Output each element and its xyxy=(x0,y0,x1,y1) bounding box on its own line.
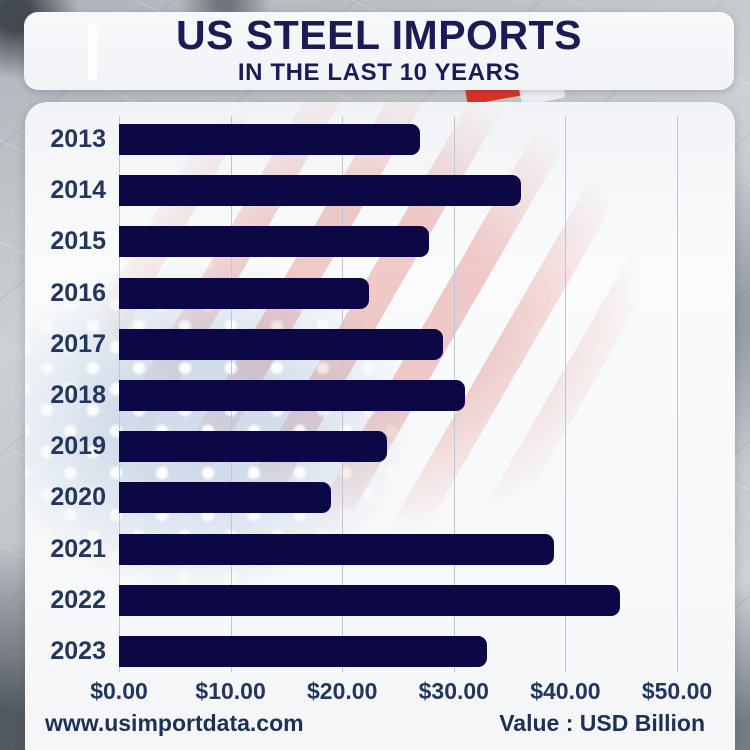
bar-area-2013 xyxy=(119,124,677,156)
bar-area-2016 xyxy=(119,277,677,309)
page-title: US STEEL IMPORTS xyxy=(176,12,582,58)
bar-area-2019 xyxy=(119,431,677,463)
bar-2016 xyxy=(119,277,369,309)
year-label-2016: 2016 xyxy=(50,278,106,307)
website-url: www.usimportdata.com xyxy=(45,710,304,736)
bar-area-2020 xyxy=(119,482,677,514)
x-tick-3: $30.00 xyxy=(418,678,489,704)
bar-2018 xyxy=(119,380,465,412)
bar-area-2021 xyxy=(119,533,677,565)
banner-highlight xyxy=(88,24,97,80)
x-tick-5: $50.00 xyxy=(641,678,713,704)
bar-area-2014 xyxy=(119,175,677,207)
chart-row: 2018 xyxy=(25,370,735,421)
chart-row: 2021 xyxy=(25,524,735,575)
year-label-2021: 2021 xyxy=(50,534,106,563)
x-axis: $0.00 $10.00 $20.00 $30.00 $40.00 $50.00 xyxy=(90,678,712,708)
bar-area-2015 xyxy=(119,226,677,258)
chart-row: 2013 xyxy=(25,114,735,165)
bar-2013 xyxy=(119,124,421,156)
x-tick-0: $0.00 xyxy=(90,678,148,704)
bar-area-2022 xyxy=(119,584,677,616)
bar-2023 xyxy=(119,635,488,667)
bar-area-2018 xyxy=(119,380,677,412)
title-banner: US STEEL IMPORTS IN THE LAST 10 YEARS xyxy=(24,12,734,90)
page-subtitle: IN THE LAST 10 YEARS xyxy=(237,59,521,86)
year-label-2022: 2022 xyxy=(50,585,106,614)
bar-2014 xyxy=(119,175,521,207)
chart-row: 2022 xyxy=(25,575,735,626)
bar-2022 xyxy=(119,584,621,616)
bar-2019 xyxy=(119,431,387,463)
x-tick-2: $20.00 xyxy=(307,678,378,704)
chart-row: 2014 xyxy=(25,165,735,216)
chart-panel: 2013 2014 2015 2016 2017 2018 2019 2020 2021 2022… xyxy=(25,102,735,750)
bar-area-2017 xyxy=(119,328,677,360)
bar-2020 xyxy=(119,482,332,514)
year-label-2015: 2015 xyxy=(50,227,106,256)
chart-row: 2023 xyxy=(25,626,735,677)
chart-row: 2015 xyxy=(25,216,735,267)
year-label-2020: 2020 xyxy=(50,483,106,512)
year-label-2018: 2018 xyxy=(50,381,106,410)
chart-footer: www.usimportdata.com Value : USD Billion xyxy=(45,710,705,737)
year-label-2023: 2023 xyxy=(50,636,106,665)
year-label-2019: 2019 xyxy=(50,432,106,461)
bar-2017 xyxy=(119,328,443,360)
chart-rows: 2013 2014 2015 2016 2017 2018 2019 2020 2021 2022… xyxy=(25,114,735,677)
bar-2021 xyxy=(119,533,555,565)
year-label-2013: 2013 xyxy=(50,125,106,154)
year-label-2017: 2017 xyxy=(50,329,106,358)
chart-row: 2016 xyxy=(25,268,735,319)
year-label-2014: 2014 xyxy=(50,176,106,205)
x-tick-1: $10.00 xyxy=(195,678,266,704)
bar-area-2023 xyxy=(119,635,677,667)
x-tick-4: $40.00 xyxy=(530,678,601,704)
bar-2015 xyxy=(119,226,430,258)
value-unit-label: Value : USD Billion xyxy=(499,710,705,736)
chart-row: 2020 xyxy=(25,472,735,523)
chart-row: 2017 xyxy=(25,319,735,370)
chart-row: 2019 xyxy=(25,421,735,472)
